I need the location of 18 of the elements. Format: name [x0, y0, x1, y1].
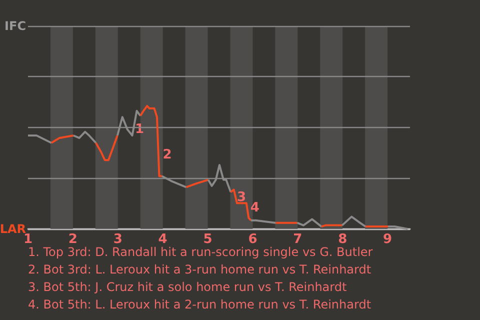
annotation: 4 — [250, 200, 260, 216]
x-tick-label: 9 — [383, 232, 392, 247]
ref-line-label: LAR — [0, 222, 26, 236]
x-tick-label: 2 — [68, 232, 78, 247]
text: 2. Bot 3rd: L. Leroux hit a 3-run home run vs T. Reinhardt — [28, 262, 372, 276]
x-tick-label: 6 — [248, 232, 258, 247]
annotation: 2 — [162, 148, 172, 163]
x-tick-label: 3 — [113, 232, 122, 247]
x-tick-label: 4 — [158, 232, 168, 247]
annotation: 3 — [236, 190, 246, 206]
text: 4. Bot 5th: L. Leroux hit a 2-run home run vs T. Reinhardt — [28, 298, 372, 312]
x-tick-label: 8 — [338, 232, 348, 247]
ref-line-label: IFC — [4, 19, 26, 33]
x-tick-label: 1 — [23, 232, 33, 247]
text: 1. Top 3rd: D. Randall hit a run-scoring single vs G. Butler — [28, 245, 373, 259]
x-tick-label: 5 — [203, 232, 212, 247]
x-tick-label: 7 — [293, 232, 302, 247]
text: 3. Bot 5th: J. Cruz hit a solo home run vs T. Reinhardt — [28, 280, 347, 294]
